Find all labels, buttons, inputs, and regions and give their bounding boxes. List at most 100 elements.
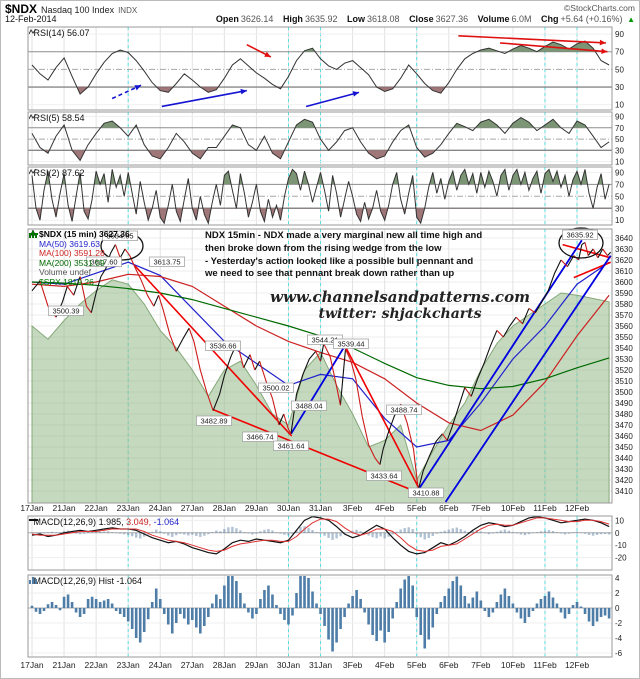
main-panel-border	[27, 228, 613, 504]
macd-hist-bar	[50, 602, 54, 608]
price-label-box	[333, 338, 369, 349]
macd-hist-bar	[243, 603, 246, 608]
macd-hist-mini-bar	[70, 531, 74, 533]
y-tick-label: 3610	[615, 267, 633, 276]
price-label-box	[205, 340, 241, 351]
blue-trendline	[290, 343, 347, 435]
macd-hist-mini-bar	[78, 532, 82, 535]
y-tick-label: -20	[615, 554, 627, 563]
y-tick-label: -4	[615, 634, 623, 643]
macd-hist-mini-bar	[379, 532, 382, 537]
macd-hist-bar	[162, 608, 166, 614]
macd-hist-mini-bar	[491, 532, 495, 534]
macd-hist-mini-bar	[114, 532, 118, 534]
macd-hist-mini-bar	[163, 532, 166, 534]
macd-hist-mini-bar	[371, 532, 374, 538]
x-tick-label: 21Jan	[52, 503, 75, 513]
y-tick-label: 70	[615, 124, 624, 133]
macd-hist-bar	[126, 608, 130, 622]
macd-hist-mini-bar	[291, 532, 294, 534]
macd-hist-bar	[563, 608, 567, 619]
y-tick-label: 10	[615, 158, 624, 167]
x-tick-label: 12Feb	[565, 660, 589, 670]
macd-hist-mini-bar	[551, 531, 555, 533]
rsi-oversold-fill	[43, 150, 436, 161]
y-tick-label: 90	[615, 30, 624, 39]
macd-hist-bar	[207, 608, 210, 617]
macd-hist-mini-bar	[227, 527, 230, 533]
macd-hist-mini-bar	[130, 532, 134, 537]
watermark: www.channelsandpatterns.com twitter: shj…	[250, 288, 550, 322]
y-tick-label: 3560	[615, 322, 633, 331]
macd-hist-mini-bar	[355, 529, 358, 533]
macd-hist-bar	[102, 600, 106, 608]
macd-hist-bar	[158, 599, 162, 608]
price-label: 3461.64	[277, 441, 304, 450]
macd-hist-bar	[595, 608, 599, 622]
macd-hist-bar	[471, 597, 475, 608]
macd-hist-bar	[58, 608, 62, 611]
trend-arrow	[458, 35, 606, 44]
macd-hist-bar	[435, 608, 439, 614]
macd-hist-mini-bar	[319, 532, 322, 534]
macd-hist-mini-bar	[134, 532, 138, 538]
macd-hist-mini-bar	[447, 529, 450, 533]
high-label: High	[282, 14, 303, 24]
macd-hist-mini-bar	[231, 526, 234, 533]
macd-hist-mini-bar	[339, 532, 342, 537]
macd-hist-bar	[299, 576, 302, 608]
macd-hist-mini-bar	[483, 532, 487, 534]
x-tick-label: 28Jan	[213, 660, 236, 670]
macd-hist-bar	[587, 608, 591, 622]
blue-trendline	[417, 239, 583, 491]
price-label-box	[408, 487, 444, 498]
macd-hist-bar	[431, 608, 435, 628]
x-tick-label: 3Feb	[343, 660, 363, 670]
y-tick-label: 3640	[615, 234, 633, 243]
macd-hist-bar	[182, 608, 186, 619]
volume-label: Volume	[477, 14, 510, 24]
arrow-head-icon	[599, 39, 606, 46]
macd-hist-mini-bar	[143, 532, 146, 537]
macd-hist-mini-bar	[94, 531, 98, 533]
macd-hist-mini-bar	[463, 530, 467, 533]
macd-hist-bar	[583, 608, 587, 614]
rsi5-panel-border	[27, 111, 613, 166]
macd-hist-bar	[279, 608, 282, 614]
macd-hist-bar	[311, 591, 314, 608]
macd-hist-mini-bar	[30, 532, 34, 533]
price-label: 3634.65	[106, 231, 133, 240]
macd-hist-bar	[86, 599, 90, 608]
watermark-site: www.channelsandpatterns.com	[270, 288, 530, 306]
open-value: 3626.14	[240, 14, 274, 24]
macd-hist-mini-bar	[327, 532, 330, 538]
macd-hist-bar	[543, 596, 547, 608]
macd-hist-mini-bar	[539, 531, 543, 533]
macd-hist-bar	[174, 608, 178, 623]
macd-hist-mini-bar	[62, 530, 66, 533]
x-tick-label: 23Jan	[117, 503, 140, 513]
macd-hist-bar	[395, 602, 398, 608]
y-tick-label: 50	[615, 192, 624, 201]
macd-hist-bar	[475, 591, 479, 608]
rsi-oversold-fill	[76, 87, 446, 95]
macd-hist-mini-bar	[519, 532, 523, 535]
macd-hist-bar	[591, 608, 595, 626]
macd-hist-mini-bar	[295, 530, 298, 533]
price-label-box	[562, 229, 598, 240]
legend-label: $NDX (15 min) 3627.36	[39, 229, 130, 239]
price-label-box	[366, 470, 402, 481]
macd-hist-bar	[231, 576, 234, 608]
macd-hist-bar	[371, 608, 374, 635]
macd-hist-bar	[259, 599, 262, 608]
macd-hist-bar	[535, 603, 539, 608]
macd-hist-mini-bar	[535, 532, 539, 533]
macd-hist-bar	[134, 608, 138, 638]
macd-hist-mini-bar	[575, 531, 579, 533]
macd-hist-mini-bar	[583, 532, 587, 534]
macd-hist-bar	[239, 593, 242, 608]
macd-hist-mini-bar	[191, 532, 194, 535]
x-tick-label: 4Feb	[375, 660, 395, 670]
macd-hist-bar	[94, 599, 98, 608]
price-label: 3488.74	[390, 405, 417, 414]
